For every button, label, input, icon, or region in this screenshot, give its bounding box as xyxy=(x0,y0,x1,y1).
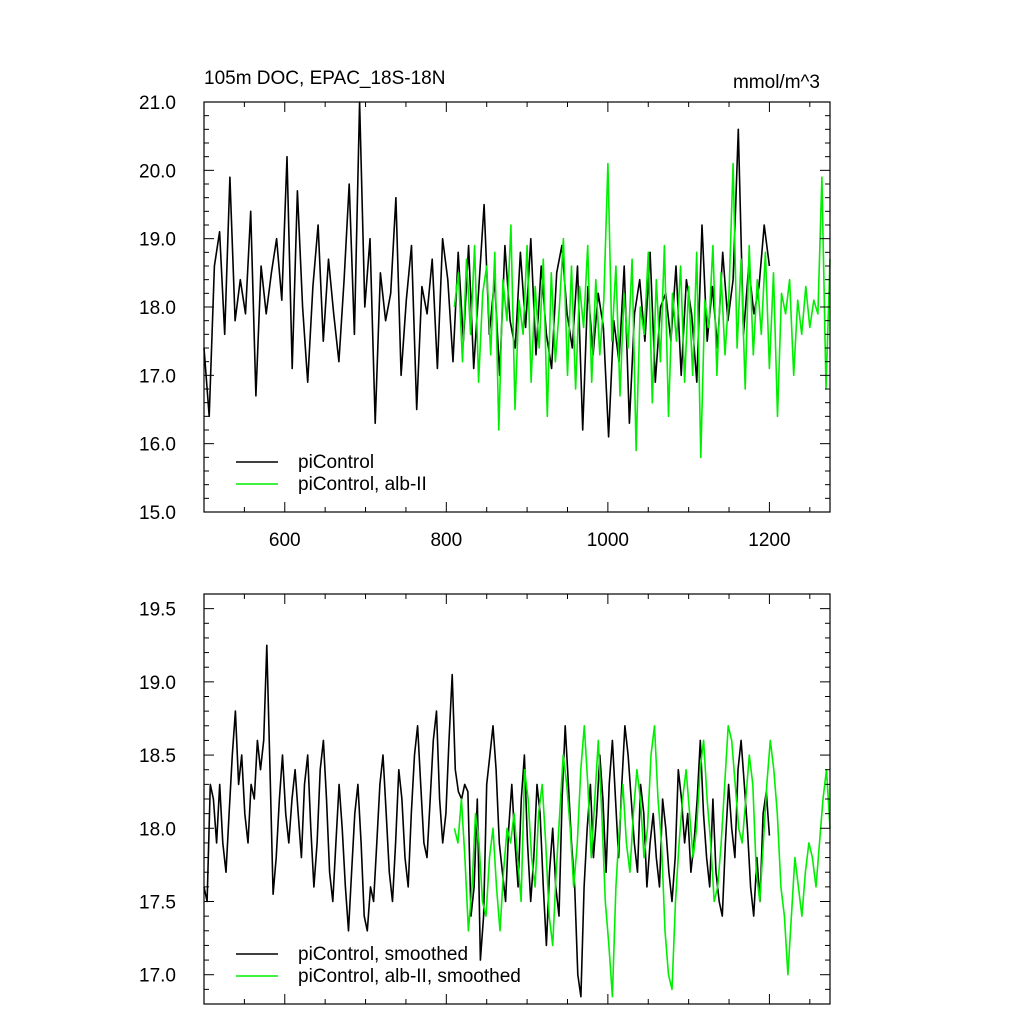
top-panel: 105m DOC, EPAC_18S-18N mmol/m^3 600 800 10… xyxy=(139,68,831,551)
y-tick-label: 15.0 xyxy=(139,503,176,524)
bottom-panel: 17.0 17.5 18.0 18.5 19.0 19.5 piControl, smoo… xyxy=(139,593,831,1005)
top-series-lines xyxy=(203,101,831,459)
bottom-series-lines xyxy=(203,644,831,998)
top-plot-frame xyxy=(203,101,831,513)
y-tick-label: 16.0 xyxy=(139,435,176,456)
x-tick-label: 600 xyxy=(269,530,301,551)
bottom-plot-frame xyxy=(203,593,831,1005)
y-tick-label: 19.0 xyxy=(139,230,176,251)
y-tick-label: 21.0 xyxy=(139,93,176,114)
x-tick-label: 1000 xyxy=(587,530,629,551)
y-tick-label: 17.5 xyxy=(139,893,176,914)
legend-label: piControl, smoothed xyxy=(298,944,468,965)
y-tick-label: 17.0 xyxy=(139,966,176,987)
y-tick-label: 19.0 xyxy=(139,673,176,694)
series-line-picontrol-alb-ii xyxy=(453,724,831,998)
bottom-axis-ticks: 17.0 17.5 18.0 18.5 19.0 19.5 xyxy=(139,593,830,1005)
legend-label: piControl, alb-II xyxy=(298,474,427,495)
top-axis-ticks: 600 800 1000 1200 15.0 16.0 17.0 18.0 19.0 20.0 21… xyxy=(139,93,830,551)
units-label: mmol/m^3 xyxy=(733,72,820,93)
x-tick-label: 800 xyxy=(430,530,462,551)
y-tick-label: 20.0 xyxy=(139,161,176,182)
y-tick-label: 19.5 xyxy=(139,600,176,621)
legend-label: piControl xyxy=(298,452,374,473)
series-line-picontrol xyxy=(203,644,771,998)
y-tick-label: 18.0 xyxy=(139,298,176,319)
x-tick-label: 1200 xyxy=(748,530,790,551)
y-tick-label: 18.5 xyxy=(139,746,176,767)
y-tick-label: 18.0 xyxy=(139,819,176,840)
y-tick-label: 17.0 xyxy=(139,366,176,387)
series-line-picontrol-alb-ii xyxy=(453,162,831,459)
chart-title: 105m DOC, EPAC_18S-18N xyxy=(204,68,445,89)
legend-label: piControl, alb-II, smoothed xyxy=(298,966,521,987)
